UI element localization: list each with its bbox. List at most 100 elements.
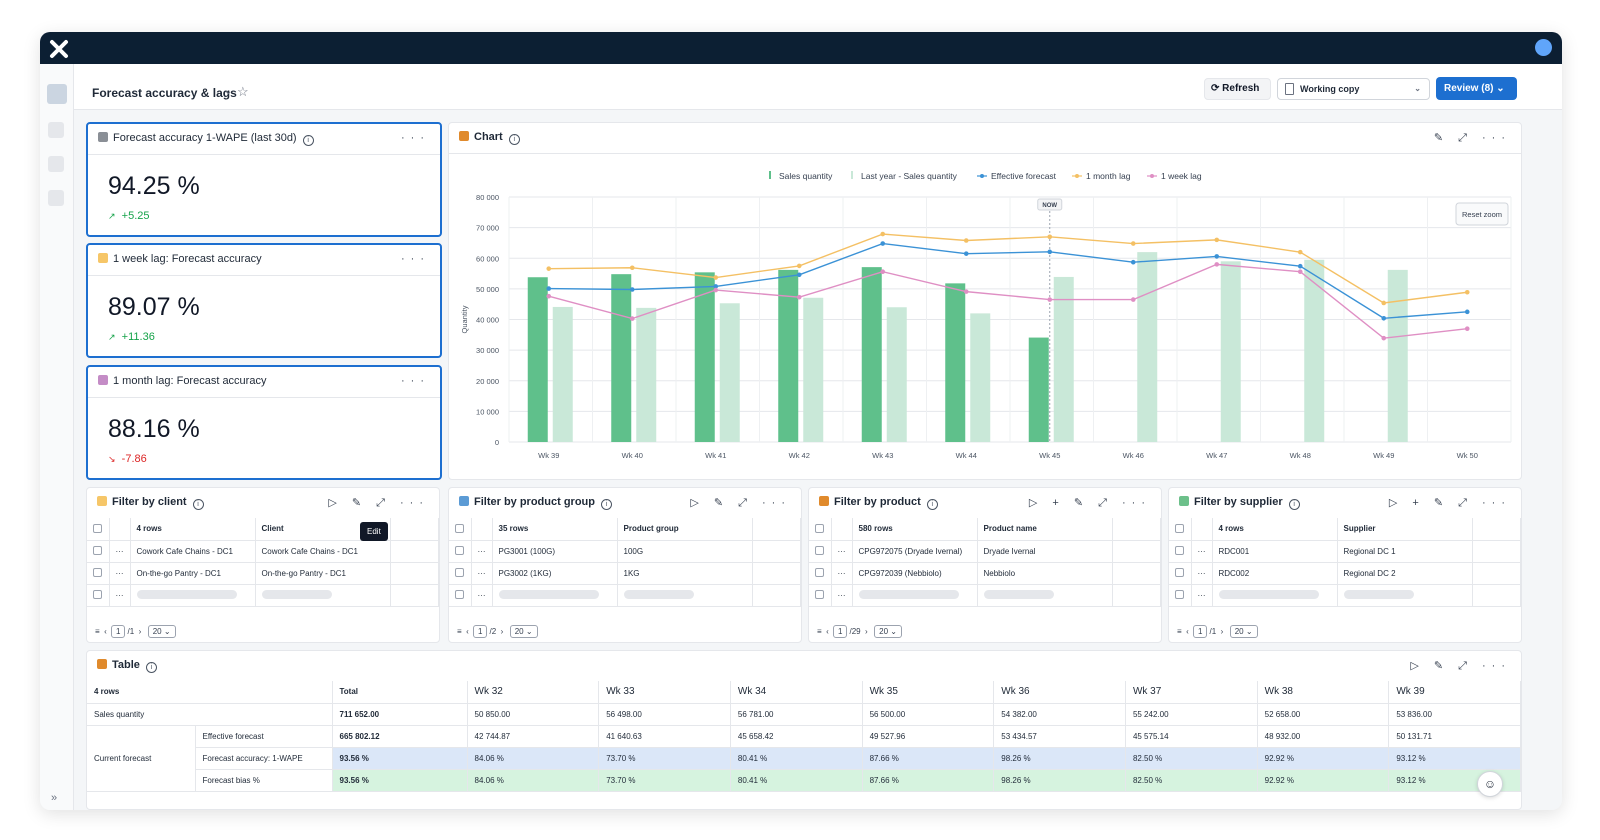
- bar[interactable]: [861, 267, 882, 442]
- row-checkbox[interactable]: [815, 568, 824, 577]
- select-all-checkbox[interactable]: [455, 523, 464, 533]
- data-point[interactable]: [880, 241, 886, 246]
- column-header[interactable]: Product name: [977, 518, 1113, 541]
- sidebar-item-4[interactable]: [48, 190, 64, 206]
- info-icon[interactable]: i: [1288, 499, 1300, 510]
- row-checkbox[interactable]: [455, 568, 464, 577]
- row-menu-icon[interactable]: ···: [109, 584, 131, 607]
- series-line[interactable]: [548, 233, 1468, 304]
- row-menu-icon[interactable]: ···: [1191, 562, 1213, 585]
- review-button[interactable]: Review (8) ⌄: [1436, 77, 1517, 100]
- table-row[interactable]: ··· On-the-go Pantry - DC1 On-the-go Pan…: [87, 562, 439, 585]
- table-row[interactable]: ··· PG3002 (1KG) 1KG: [449, 562, 801, 585]
- row-checkbox[interactable]: [815, 590, 824, 599]
- table-row[interactable]: ··· RDC002 Regional DC 2: [1169, 562, 1521, 585]
- data-point[interactable]: [1381, 335, 1387, 341]
- table-row[interactable]: Forecast bias % 93.56 % 84.06 % 73.70 % 80.…: [87, 769, 1521, 792]
- data-point[interactable]: [1047, 297, 1053, 302]
- column-header[interactable]: Wk 33: [598, 681, 731, 704]
- data-point[interactable]: [629, 265, 635, 271]
- data-point[interactable]: [796, 263, 802, 269]
- bar[interactable]: [636, 307, 657, 442]
- table-row[interactable]: ··· RDC001 Regional DC 1: [1169, 540, 1521, 563]
- list-icon[interactable]: ≡: [817, 627, 822, 636]
- bar[interactable]: [719, 303, 740, 442]
- column-header[interactable]: Wk 34: [730, 681, 863, 704]
- legend-item[interactable]: Sales quantity: [769, 171, 833, 181]
- kpi-card-accuracy[interactable]: Forecast accuracy 1-WAPE (last 30d) i ··· …: [86, 122, 442, 237]
- page-size-select[interactable]: 20 ⌄: [874, 625, 902, 638]
- data-point[interactable]: [546, 286, 552, 291]
- info-icon[interactable]: i: [508, 134, 520, 145]
- data-point[interactable]: [546, 266, 552, 271]
- select-all-checkbox[interactable]: [815, 523, 824, 533]
- bar[interactable]: [611, 274, 632, 442]
- page-input[interactable]: 1: [473, 625, 488, 638]
- data-point[interactable]: [963, 251, 969, 256]
- list-icon[interactable]: ≡: [1177, 627, 1182, 636]
- more-icon[interactable]: ···: [401, 375, 430, 387]
- row-menu-icon[interactable]: ···: [831, 540, 853, 563]
- bar[interactable]: [1028, 337, 1049, 442]
- filter-actions[interactable]: ▷ + ✎ ⤢ ···: [1028, 497, 1151, 509]
- data-point[interactable]: [1381, 315, 1387, 321]
- data-point[interactable]: [963, 238, 969, 243]
- table-actions[interactable]: ▷ ✎ ⤢ ···: [1410, 660, 1511, 672]
- row-checkbox[interactable]: [1175, 568, 1184, 577]
- row-menu-icon[interactable]: ···: [1191, 584, 1213, 607]
- page-input[interactable]: 1: [833, 625, 848, 638]
- row-menu-icon[interactable]: ···: [109, 540, 131, 563]
- bar[interactable]: [552, 306, 573, 442]
- data-point[interactable]: [1464, 289, 1470, 295]
- data-point[interactable]: [1130, 241, 1136, 246]
- refresh-button[interactable]: ⟳ Refresh: [1204, 78, 1271, 100]
- table-row[interactable]: ··· CPG972075 (Dryade Ivernal) Dryade Iv…: [809, 540, 1161, 563]
- data-point[interactable]: [880, 231, 886, 237]
- series-line[interactable]: [548, 263, 1468, 339]
- column-header[interactable]: Total: [332, 681, 468, 704]
- data-point[interactable]: [1047, 249, 1053, 255]
- column-header[interactable]: Client: [255, 518, 391, 541]
- column-header[interactable]: Wk 35: [862, 681, 995, 704]
- filter-actions[interactable]: ▷ + ✎ ⤢ ···: [1388, 497, 1511, 509]
- chart[interactable]: Sales quantity Last year - Sales quantity…: [451, 155, 1521, 479]
- bar[interactable]: [1053, 276, 1074, 442]
- info-icon[interactable]: i: [145, 662, 157, 673]
- list-icon[interactable]: ≡: [457, 627, 462, 636]
- data-point[interactable]: [713, 287, 719, 293]
- bar[interactable]: [1220, 261, 1241, 442]
- page-input[interactable]: 1: [111, 625, 126, 638]
- info-icon[interactable]: i: [601, 499, 612, 510]
- bar[interactable]: [694, 272, 715, 442]
- info-icon[interactable]: i: [926, 499, 938, 510]
- more-icon[interactable]: ···: [401, 253, 430, 265]
- data-point[interactable]: [1214, 237, 1220, 243]
- data-point[interactable]: [880, 269, 886, 275]
- table-row[interactable]: Sales quantity 711 652.00 50 850.00 56 498…: [87, 703, 1521, 726]
- column-header[interactable]: Wk 36: [993, 681, 1126, 704]
- data-point[interactable]: [1297, 263, 1303, 269]
- data-point[interactable]: [629, 287, 635, 292]
- row-menu-icon[interactable]: ···: [109, 562, 131, 585]
- page-size-select[interactable]: 20 ⌄: [509, 625, 538, 638]
- table-row[interactable]: ··· Cowork Cafe Chains - DC1 Cowork Cafe…: [87, 540, 439, 563]
- bar[interactable]: [1387, 269, 1408, 442]
- expand-sidebar-icon[interactable]: »: [51, 792, 58, 804]
- row-checkbox[interactable]: [455, 546, 464, 555]
- info-icon[interactable]: i: [192, 499, 204, 510]
- data-point[interactable]: [796, 294, 802, 300]
- data-point[interactable]: [1130, 297, 1136, 302]
- data-point[interactable]: [1214, 254, 1220, 259]
- chevron-down-icon[interactable]: ⌄: [224, 86, 233, 97]
- table-row[interactable]: ··· CPG972039 (Nebbiolo) Nebbiolo: [809, 562, 1161, 585]
- series-line[interactable]: [548, 242, 1468, 319]
- user-avatar[interactable]: [1535, 39, 1552, 56]
- help-chat-icon[interactable]: ☺: [1477, 771, 1503, 797]
- row-checkbox[interactable]: [93, 546, 102, 555]
- row-checkbox[interactable]: [1175, 546, 1184, 555]
- legend-item[interactable]: 1 week lag: [1147, 171, 1202, 181]
- filter-actions[interactable]: ▷ ✎ ⤢ ···: [690, 497, 791, 509]
- data-point[interactable]: [1297, 249, 1303, 255]
- select-all-checkbox[interactable]: [1175, 523, 1184, 533]
- row-checkbox[interactable]: [93, 568, 102, 577]
